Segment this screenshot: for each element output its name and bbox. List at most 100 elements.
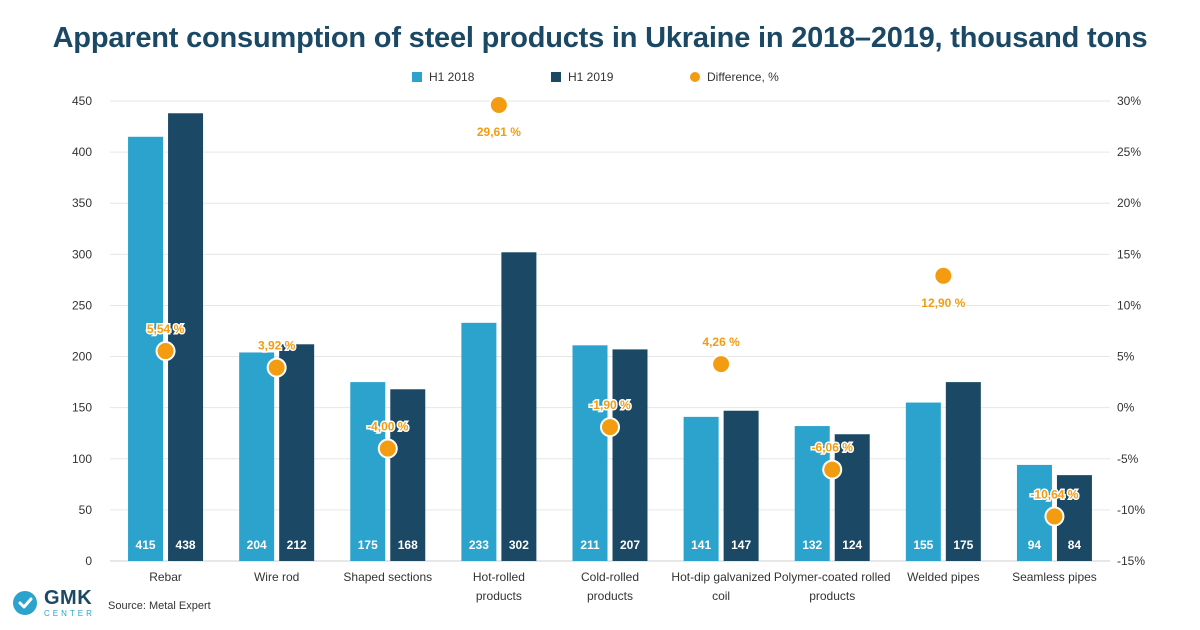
gmk-logo: GMK CENTER xyxy=(12,588,95,618)
legend-label-h1-2019: H1 2019 xyxy=(568,70,614,84)
legend-label-difference: Difference, % xyxy=(707,70,779,84)
bar-h1-2019 xyxy=(612,349,648,561)
legend-label-h1-2018: H1 2018 xyxy=(429,70,475,84)
y-right-tick-label: 15% xyxy=(1117,247,1141,261)
difference-label: -10,64 % xyxy=(1030,487,1078,501)
bar-h1-2019 xyxy=(945,382,981,561)
y-left-tick-label: 450 xyxy=(72,94,92,108)
legend-swatch-h1-2019 xyxy=(551,72,561,82)
difference-label: -1,90 % xyxy=(589,398,631,412)
source-note: Source: Metal Expert xyxy=(108,600,211,612)
difference-marker xyxy=(155,341,176,362)
bar-value-label-h1-2019: 124 xyxy=(842,538,862,552)
difference-label: 3,92 % xyxy=(258,339,296,353)
bar-h1-2019 xyxy=(723,410,759,561)
bar-h1-2019 xyxy=(279,344,315,561)
y-left-tick-label: 250 xyxy=(72,298,92,312)
bar-value-label-h1-2018: 211 xyxy=(580,538,600,552)
bar-value-label-h1-2018: 175 xyxy=(358,538,378,552)
y-left-tick-label: 200 xyxy=(72,350,92,364)
bar-value-label-h1-2019: 207 xyxy=(620,538,640,552)
x-category-label: products xyxy=(476,589,522,603)
x-category-label: Cold-rolled xyxy=(581,570,639,584)
bar-value-label-h1-2018: 141 xyxy=(691,538,711,552)
bar-h1-2019 xyxy=(390,389,426,561)
y-right-tick-label: -15% xyxy=(1117,554,1145,568)
y-right-tick-label: 25% xyxy=(1117,145,1141,159)
difference-label: -4,00 % xyxy=(367,420,409,434)
difference-label: 12,90 % xyxy=(921,296,965,310)
x-category-label: coil xyxy=(712,589,730,603)
difference-marker xyxy=(711,354,732,375)
y-left-tick-label: 350 xyxy=(72,196,92,210)
x-category-label: Shaped sections xyxy=(343,570,432,584)
logo-name: GMK xyxy=(44,587,93,609)
difference-marker xyxy=(600,417,620,438)
bar-value-label-h1-2018: 94 xyxy=(1028,538,1042,552)
y-right-tick-label: 20% xyxy=(1117,196,1141,210)
y-left-tick-label: 400 xyxy=(72,145,92,159)
bar-h1-2019 xyxy=(168,113,204,562)
bar-value-label-h1-2018: 132 xyxy=(802,538,822,552)
x-category-label: Wire rod xyxy=(254,570,299,584)
bar-value-label-h1-2019: 168 xyxy=(398,538,418,552)
difference-marker xyxy=(266,357,287,378)
x-category-label: Polymer-coated rolled xyxy=(774,570,891,584)
y-right-tick-label: 30% xyxy=(1117,94,1141,108)
x-category-label: products xyxy=(809,589,855,603)
y-left-tick-label: 0 xyxy=(85,554,92,568)
x-category-label: products xyxy=(587,589,633,603)
chart-legend: H1 2018 H1 2019 Difference, % xyxy=(0,70,1200,90)
x-category-label: Seamless pipes xyxy=(1012,570,1097,584)
bar-h1-2019 xyxy=(501,252,537,562)
bar-h1-2018 xyxy=(794,426,830,561)
gmk-logo-icon xyxy=(13,591,37,615)
legend-item-difference: Difference, % xyxy=(690,70,779,84)
bar-value-label-h1-2019: 147 xyxy=(731,538,751,552)
difference-marker xyxy=(1044,506,1065,527)
y-right-tick-label: -10% xyxy=(1117,503,1145,517)
x-category-label: Welded pipes xyxy=(907,570,980,584)
bar-h1-2018 xyxy=(572,345,608,561)
bar-h1-2018 xyxy=(239,352,275,561)
bar-h1-2018 xyxy=(683,416,719,561)
difference-label: -6,06 % xyxy=(812,441,854,455)
bar-h1-2018 xyxy=(461,322,497,561)
difference-marker xyxy=(822,459,843,480)
difference-marker xyxy=(377,438,398,459)
legend-swatch-h1-2018 xyxy=(412,72,422,82)
bar-value-label-h1-2018: 204 xyxy=(247,538,267,552)
legend-item-h1-2019: H1 2019 xyxy=(551,70,613,84)
y-left-tick-label: 300 xyxy=(72,247,92,261)
bar-value-label-h1-2018: 415 xyxy=(136,538,156,552)
y-right-tick-label: 10% xyxy=(1117,298,1141,312)
difference-label: 4,26 % xyxy=(702,335,740,349)
bar-h1-2018 xyxy=(905,402,941,561)
bar-h1-2018 xyxy=(350,382,386,561)
bar-value-label-h1-2018: 233 xyxy=(469,538,489,552)
y-left-tick-label: 50 xyxy=(79,503,93,517)
difference-marker xyxy=(488,94,509,115)
difference-marker xyxy=(933,265,954,286)
logo-subtitle: CENTER xyxy=(44,609,95,618)
bar-h1-2019 xyxy=(834,434,870,561)
x-category-label: Hot-rolled xyxy=(473,570,525,584)
legend-item-h1-2018: H1 2018 xyxy=(412,70,474,84)
bar-value-label-h1-2019: 302 xyxy=(509,538,529,552)
y-left-tick-label: 150 xyxy=(72,401,92,415)
bar-value-label-h1-2018: 155 xyxy=(913,538,933,552)
bar-value-label-h1-2019: 438 xyxy=(176,538,196,552)
y-left-tick-label: 100 xyxy=(72,452,92,466)
x-category-label: Rebar xyxy=(149,570,182,584)
difference-label: 29,61 % xyxy=(477,125,521,139)
legend-dot-difference xyxy=(690,72,700,82)
chart-title: Apparent consumption of steel products i… xyxy=(52,22,1148,54)
y-right-tick-label: -5% xyxy=(1117,452,1139,466)
y-right-tick-label: 0% xyxy=(1117,401,1135,415)
bar-value-label-h1-2019: 175 xyxy=(953,538,973,552)
difference-label: 5,54 % xyxy=(147,322,185,336)
bar-value-label-h1-2019: 212 xyxy=(287,538,307,552)
x-category-label: Hot-dip galvanized xyxy=(671,570,770,584)
bar-value-label-h1-2019: 84 xyxy=(1068,538,1082,552)
